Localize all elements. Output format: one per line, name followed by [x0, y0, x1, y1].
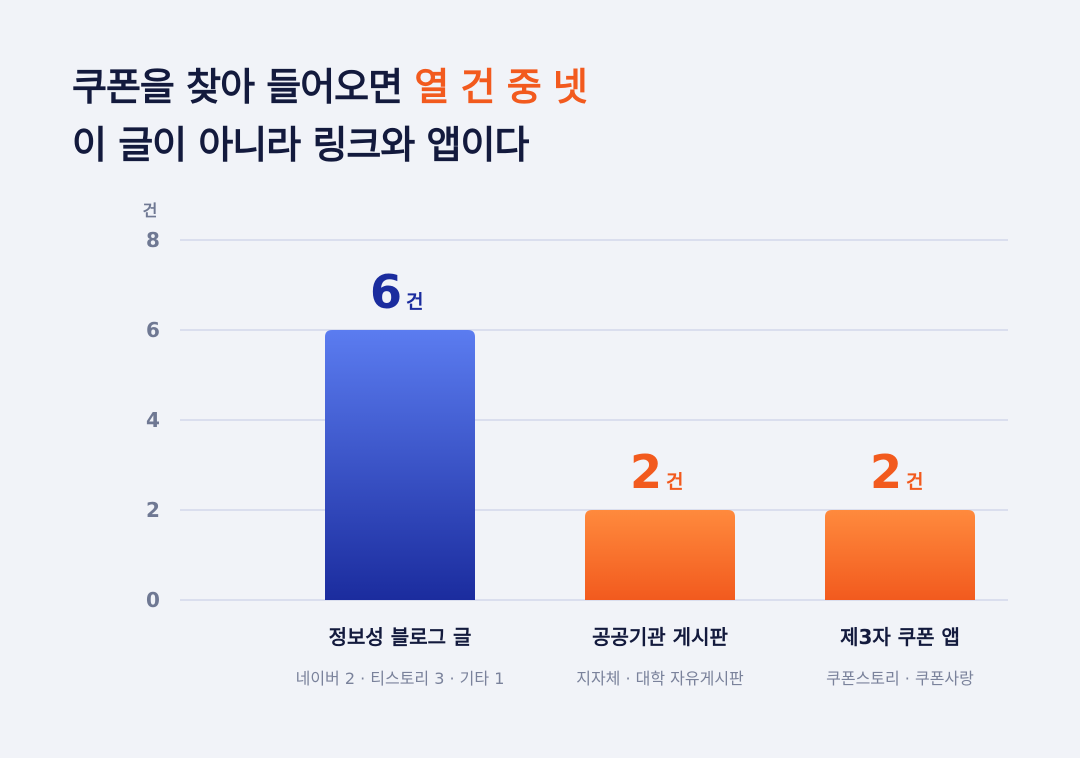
- bar: [825, 510, 975, 600]
- y-tick-label: 6: [146, 318, 160, 342]
- y-axis-unit: 건: [143, 201, 158, 220]
- y-tick-label: 0: [146, 588, 160, 612]
- title-line-1: 쿠폰을 찾아 들어오면 열 건 중 넷: [72, 58, 588, 116]
- y-axis: 건 0 2 4 6 8: [143, 201, 160, 612]
- bar: [325, 330, 475, 600]
- bar: [585, 510, 735, 600]
- title-line-2: 이 글이 아니라 링크와 앱이다: [72, 123, 529, 167]
- title-line-1-prefix: 쿠폰을 찾아 들어오면: [72, 65, 415, 109]
- chart-title: 쿠폰을 찾아 들어오면 열 건 중 넷 이 글이 아니라 링크와 앱이다: [72, 58, 588, 174]
- y-tick-label: 8: [146, 228, 160, 252]
- category-subtitle: 쿠폰스토리 · 쿠폰사랑: [826, 669, 974, 688]
- bars: [325, 330, 975, 600]
- category-subtitle: 지자체 · 대학 자유게시판: [576, 669, 744, 688]
- category-label: 공공기관 게시판: [592, 625, 728, 649]
- category-subtitle: 네이버 2 · 티스토리 3 · 기타 1: [296, 669, 505, 688]
- title-line-1-accent: 열 건 중 넷: [414, 65, 588, 109]
- y-tick-label: 4: [146, 408, 160, 432]
- y-tick-label: 2: [146, 498, 160, 522]
- category-label: 제3자 쿠폰 앱: [840, 625, 960, 649]
- category-label: 정보성 블로그 글: [329, 625, 472, 649]
